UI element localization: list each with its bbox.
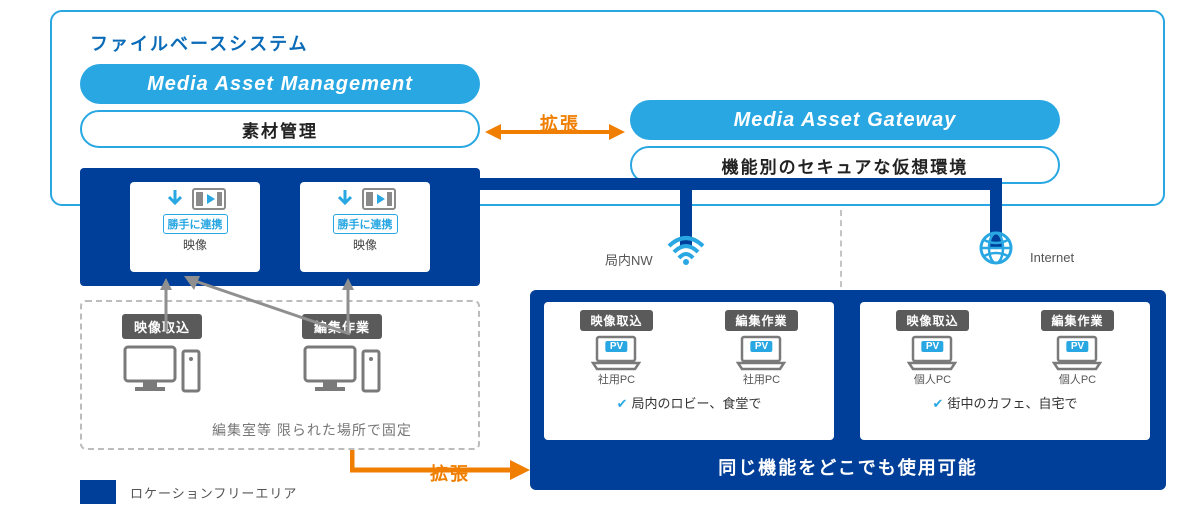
pc-caption: 社用PC: [743, 371, 780, 387]
mam-pill: Media Asset Management: [80, 64, 480, 104]
legend-swatch: [80, 480, 116, 504]
network-label-internet: Internet: [1030, 250, 1074, 265]
mam-subpill: 素材管理: [80, 110, 480, 148]
mini-tag: 編集作業: [725, 310, 797, 331]
mini-tag: 映像取込: [896, 310, 968, 331]
gray-arrow-diag: [180, 270, 360, 340]
check-icon: ✔: [617, 396, 628, 411]
pv-badge: PV: [1067, 341, 1088, 352]
zone-panel-company: 映像取込 PV 社用PC 編集作業 PV 社用PC ✔局内のロビー、食堂: [544, 302, 834, 440]
pc-caption: 個人PC: [914, 371, 951, 387]
zone-panel-personal: 映像取込 PV 個人PC 編集作業 PV 個人PC ✔街中のカフェ、自宅: [860, 302, 1150, 440]
desktop-icon: [123, 345, 201, 397]
network-label-local: 局内NW: [605, 250, 653, 269]
connector-bar: [470, 178, 850, 190]
mam-subtitle: 素材管理: [242, 117, 318, 142]
mini-tag: 編集作業: [1041, 310, 1113, 331]
desktop-icon: [303, 345, 381, 397]
mam-dark-block: 勝手に連携 映像 勝手に連携 映像: [80, 168, 480, 286]
expand-label-top: 拡張: [540, 110, 580, 136]
pv-badge: PV: [922, 341, 943, 352]
video-label: 映像: [183, 236, 207, 253]
link-badge: 勝手に連携: [163, 214, 228, 234]
check-icon: ✔: [933, 396, 944, 411]
location-text: ✔局内のロビー、食堂で: [544, 393, 834, 412]
file-system-title: ファイルベースシステム: [90, 30, 309, 56]
link-badge: 勝手に連携: [333, 214, 398, 234]
edit-room-caption: 編集室等 限られた場所で固定: [212, 420, 412, 440]
mini-ingest: 映像取込 PV 個人PC: [896, 310, 968, 387]
mini-edit: 編集作業 PV 社用PC: [725, 310, 797, 387]
diagram-root: { "colors": { "cyan": "#29a7e3", "blue_b…: [0, 0, 1200, 530]
legend-text: ロケーションフリーエリア: [130, 483, 297, 502]
mag-title: Media Asset Gateway: [734, 109, 957, 132]
mini-ingest: 映像取込 PV 社用PC: [580, 310, 652, 387]
mag-subtitle: 機能別のセキュアな仮想環境: [722, 153, 969, 178]
connector-bar: [840, 178, 1002, 190]
location-free-zone: 映像取込 PV 社用PC 編集作業 PV 社用PC ✔局内のロビー、食堂: [530, 290, 1166, 490]
gray-arrow-up: [158, 278, 174, 332]
pc-caption: 社用PC: [598, 371, 635, 387]
mini-edit: 編集作業 PV 個人PC: [1041, 310, 1113, 387]
mini-tag: 映像取込: [580, 310, 652, 331]
pv-badge: PV: [751, 341, 772, 352]
video-card: 勝手に連携 映像: [130, 182, 260, 272]
video-card: 勝手に連携 映像: [300, 182, 430, 272]
wifi-icon: [665, 230, 707, 266]
pc-caption: 個人PC: [1059, 371, 1096, 387]
globe-icon: [978, 230, 1014, 266]
pv-badge: PV: [606, 341, 627, 352]
video-label: 映像: [353, 236, 377, 253]
expand-label-bottom: 拡張: [430, 460, 470, 486]
mag-pill: Media Asset Gateway: [630, 100, 1060, 140]
mam-title: Media Asset Management: [147, 73, 413, 96]
location-text: ✔街中のカフェ、自宅で: [860, 393, 1150, 412]
zone-heading: 同じ機能をどこでも使用可能: [530, 454, 1166, 480]
gray-arrow-up: [340, 278, 356, 332]
